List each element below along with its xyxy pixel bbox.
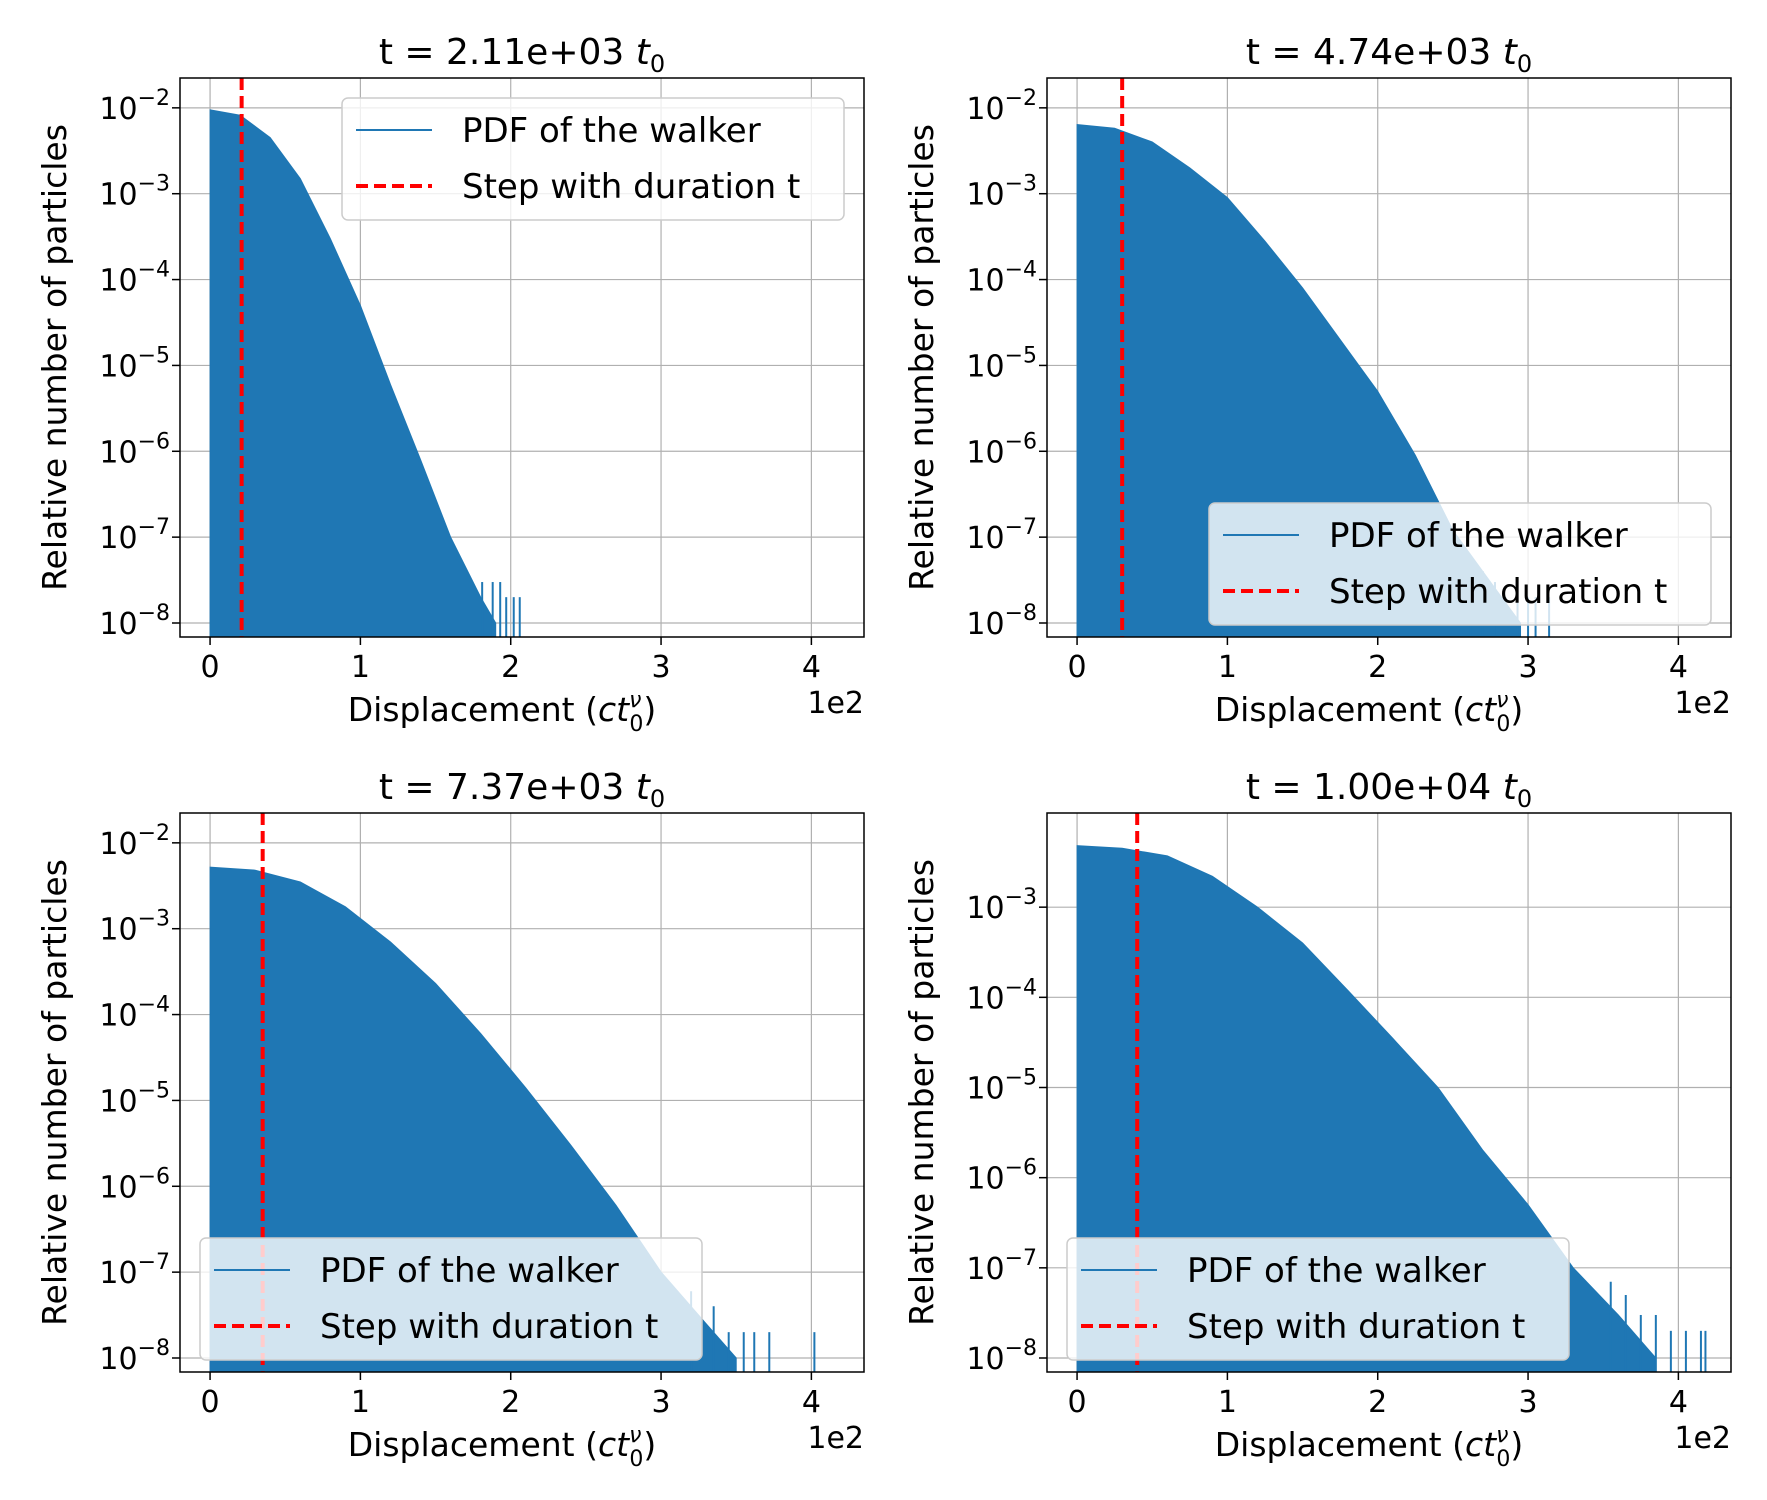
y-tick-label: 10−8 [966,601,1037,642]
legend-box [1208,502,1712,626]
y-tick-label: 10−2 [99,86,170,127]
y-tick-label: 10−8 [99,601,170,642]
axes-frame [179,812,865,1373]
legend-label-pdf: PDF of the walker [1187,1251,1486,1291]
subplot-3: 0 1 2 3 4 10−8 10−7 10−6 10−5 10−4 10−3 10−2 t = 7.3… [35,767,865,1472]
y-tick-label: 10−2 [966,86,1037,127]
y-tick-label: 10−3 [966,172,1037,213]
x-tick-label: 3 [652,650,671,685]
axes-frame [1046,812,1732,1373]
y-tick-label: 10−4 [966,258,1037,299]
y-tick-label: 10−6 [99,1164,170,1205]
x-tick-label: 1 [1218,650,1237,685]
x-tick-label: 4 [802,650,821,685]
x-tick-label: 2 [1368,650,1387,685]
legend-label-step: Step with duration t [320,1307,658,1347]
x-offset-text: 1e2 [1674,1421,1731,1456]
x-tick-label: 1 [351,1385,370,1420]
x-tick-label: 2 [501,650,520,685]
pdf-tail-spikes [481,582,521,637]
x-axis-label: Displacement (ctν 0) [1215,688,1524,737]
legend-label-pdf: PDF of the walker [320,1251,619,1291]
x-offset-text: 1e2 [1674,686,1731,721]
pdf-tail-spikes [1609,1281,1707,1372]
y-tick-label: 10−5 [99,343,170,384]
y-tick-label: 10−8 [966,1336,1037,1377]
y-tick-label: 10−7 [966,1246,1037,1287]
legend-label-step: Step with duration t [1187,1307,1525,1347]
subplot-2: 0 1 2 3 4 10−8 10−7 10−6 10−5 10−4 10−3 10−2 t = 4.7… [902,32,1732,737]
chart-title: t = 1.00e+04 t0 [1246,767,1532,813]
y-tick-label: 10−6 [966,429,1037,470]
chart-title: t = 2.11e+03 t0 [379,32,665,78]
x-axis-label: Displacement (ctν 0) [1215,1423,1524,1472]
chart-title: t = 4.74e+03 t0 [1246,32,1532,78]
x-tick-label: 3 [1519,650,1538,685]
legend-label-step: Step with duration t [1329,572,1667,612]
x-tick-label: 0 [201,1385,220,1420]
legend-box [1066,1237,1570,1361]
y-tick-label: 10−3 [99,907,170,948]
x-tick-label: 1 [1218,1385,1237,1420]
y-tick-label: 10−3 [966,885,1037,926]
x-tick-label: 0 [1068,1385,1087,1420]
chart-title: t = 7.37e+03 t0 [379,767,665,813]
y-tick-label: 10−7 [966,515,1037,556]
legend: PDF of the walker Step with duration t [341,97,845,221]
x-tick-label: 4 [802,1385,821,1420]
x-offset-text: 1e2 [807,1421,864,1456]
legend-label-pdf: PDF of the walker [462,111,761,151]
y-tick-label: 10−4 [966,975,1037,1016]
y-axis-label: Relative number of particles [902,124,941,591]
x-tick-label: 2 [1368,1385,1387,1420]
x-tick-label: 2 [501,1385,520,1420]
y-tick-label: 10−5 [966,1066,1037,1107]
y-axis-label: Relative number of particles [35,859,74,1326]
legend: PDF of the walker Step with duration t [1066,1237,1570,1361]
y-tick-label: 10−5 [99,1078,170,1119]
x-axis-label: Displacement (ctν 0) [348,1423,657,1472]
x-tick-label: 3 [1519,1385,1538,1420]
legend: PDF of the walker Step with duration t [1208,502,1712,626]
x-tick-label: 0 [1068,650,1087,685]
y-tick-label: 10−7 [99,1250,170,1291]
legend-box [199,1237,703,1361]
axes-frame [1046,77,1732,638]
x-tick-label: 4 [1669,650,1688,685]
y-tick-label: 10−4 [99,993,170,1034]
subplot-4: 0 1 2 3 4 10−8 10−7 10−6 10−5 10−4 10−3 t = 1.00e+0… [902,767,1732,1472]
y-axis-label: Relative number of particles [35,124,74,591]
y-tick-label: 10−2 [99,821,170,862]
legend-label-step: Step with duration t [462,167,800,207]
y-tick-label: 10−7 [99,515,170,556]
subplot-1: 0 1 2 3 4 10−8 10−7 10−6 10−5 10−4 10−3 10−2 t = 2.1… [35,32,865,737]
y-tick-label: 10−6 [99,429,170,470]
x-offset-text: 1e2 [807,686,864,721]
legend-box [341,97,845,221]
y-axis-label: Relative number of particles [902,859,941,1326]
x-tick-label: 0 [201,650,220,685]
y-tick-label: 10−6 [966,1156,1037,1197]
x-tick-label: 1 [351,650,370,685]
y-tick-label: 10−8 [99,1336,170,1377]
x-axis-label: Displacement (ctν 0) [348,688,657,737]
legend-label-pdf: PDF of the walker [1329,516,1628,556]
y-tick-label: 10−3 [99,172,170,213]
x-tick-label: 3 [652,1385,671,1420]
axes-frame [179,77,865,638]
x-tick-label: 4 [1669,1385,1688,1420]
legend: PDF of the walker Step with duration t [199,1237,703,1361]
y-tick-label: 10−4 [99,258,170,299]
y-tick-label: 10−5 [966,343,1037,384]
